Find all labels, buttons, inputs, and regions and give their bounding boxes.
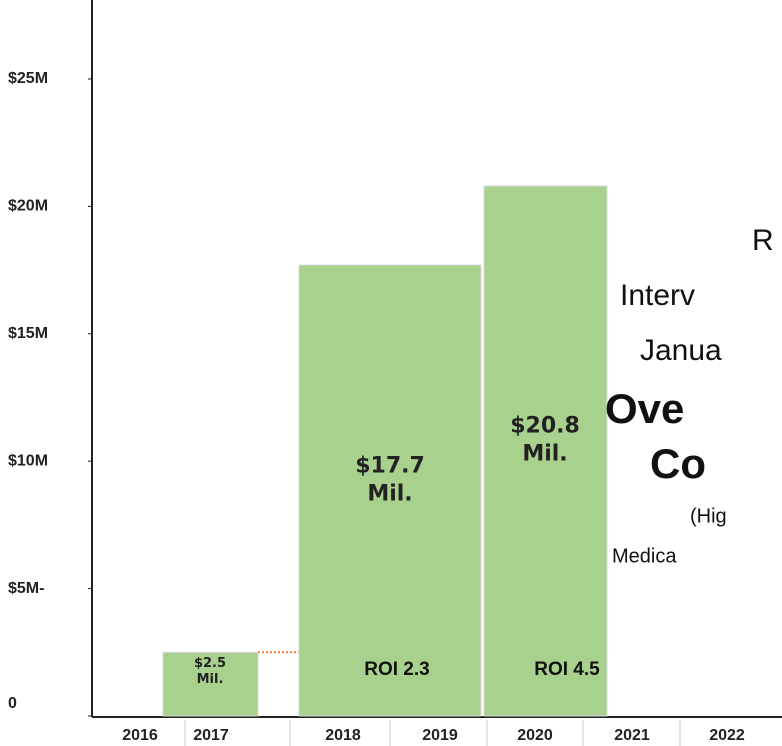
x-tick-label: 2019 — [422, 727, 458, 744]
x-tick-label: 2020 — [517, 727, 553, 744]
bar — [298, 264, 482, 717]
value-label: $20.8 Mil. — [510, 413, 580, 467]
x-tick-label: 2021 — [614, 727, 650, 744]
side-text: Interv — [620, 279, 695, 312]
side-text: Medica — [612, 545, 677, 567]
x-tick-label: 2016 — [122, 727, 158, 744]
y-tick-label: $10M — [8, 452, 48, 469]
y-tick-label: $15M — [8, 325, 48, 342]
x-tick-label: 2022 — [709, 727, 745, 744]
value-label: $17.7 Mil. — [355, 453, 425, 507]
side-text: Ove — [605, 385, 684, 432]
x-tick-label: 2017 — [193, 727, 229, 744]
bar — [162, 651, 259, 717]
bar — [483, 185, 608, 717]
y-tick-label: $20M — [8, 198, 48, 215]
x-tick-label: 2018 — [325, 727, 361, 744]
annotation: ROI 2.3 — [364, 659, 429, 680]
side-text: (Hig — [690, 505, 727, 527]
side-text: Co — [650, 440, 706, 487]
y-tick-label: $5M- — [8, 580, 44, 597]
side-text: R — [752, 224, 774, 257]
value-label: $2.5 Mil. — [193, 655, 227, 687]
annotation: ROI 4.5 — [534, 659, 600, 680]
y-tick-label: $25M — [8, 70, 48, 87]
side-text: Janua — [640, 334, 722, 367]
y-tick-label: 0 — [8, 695, 17, 712]
